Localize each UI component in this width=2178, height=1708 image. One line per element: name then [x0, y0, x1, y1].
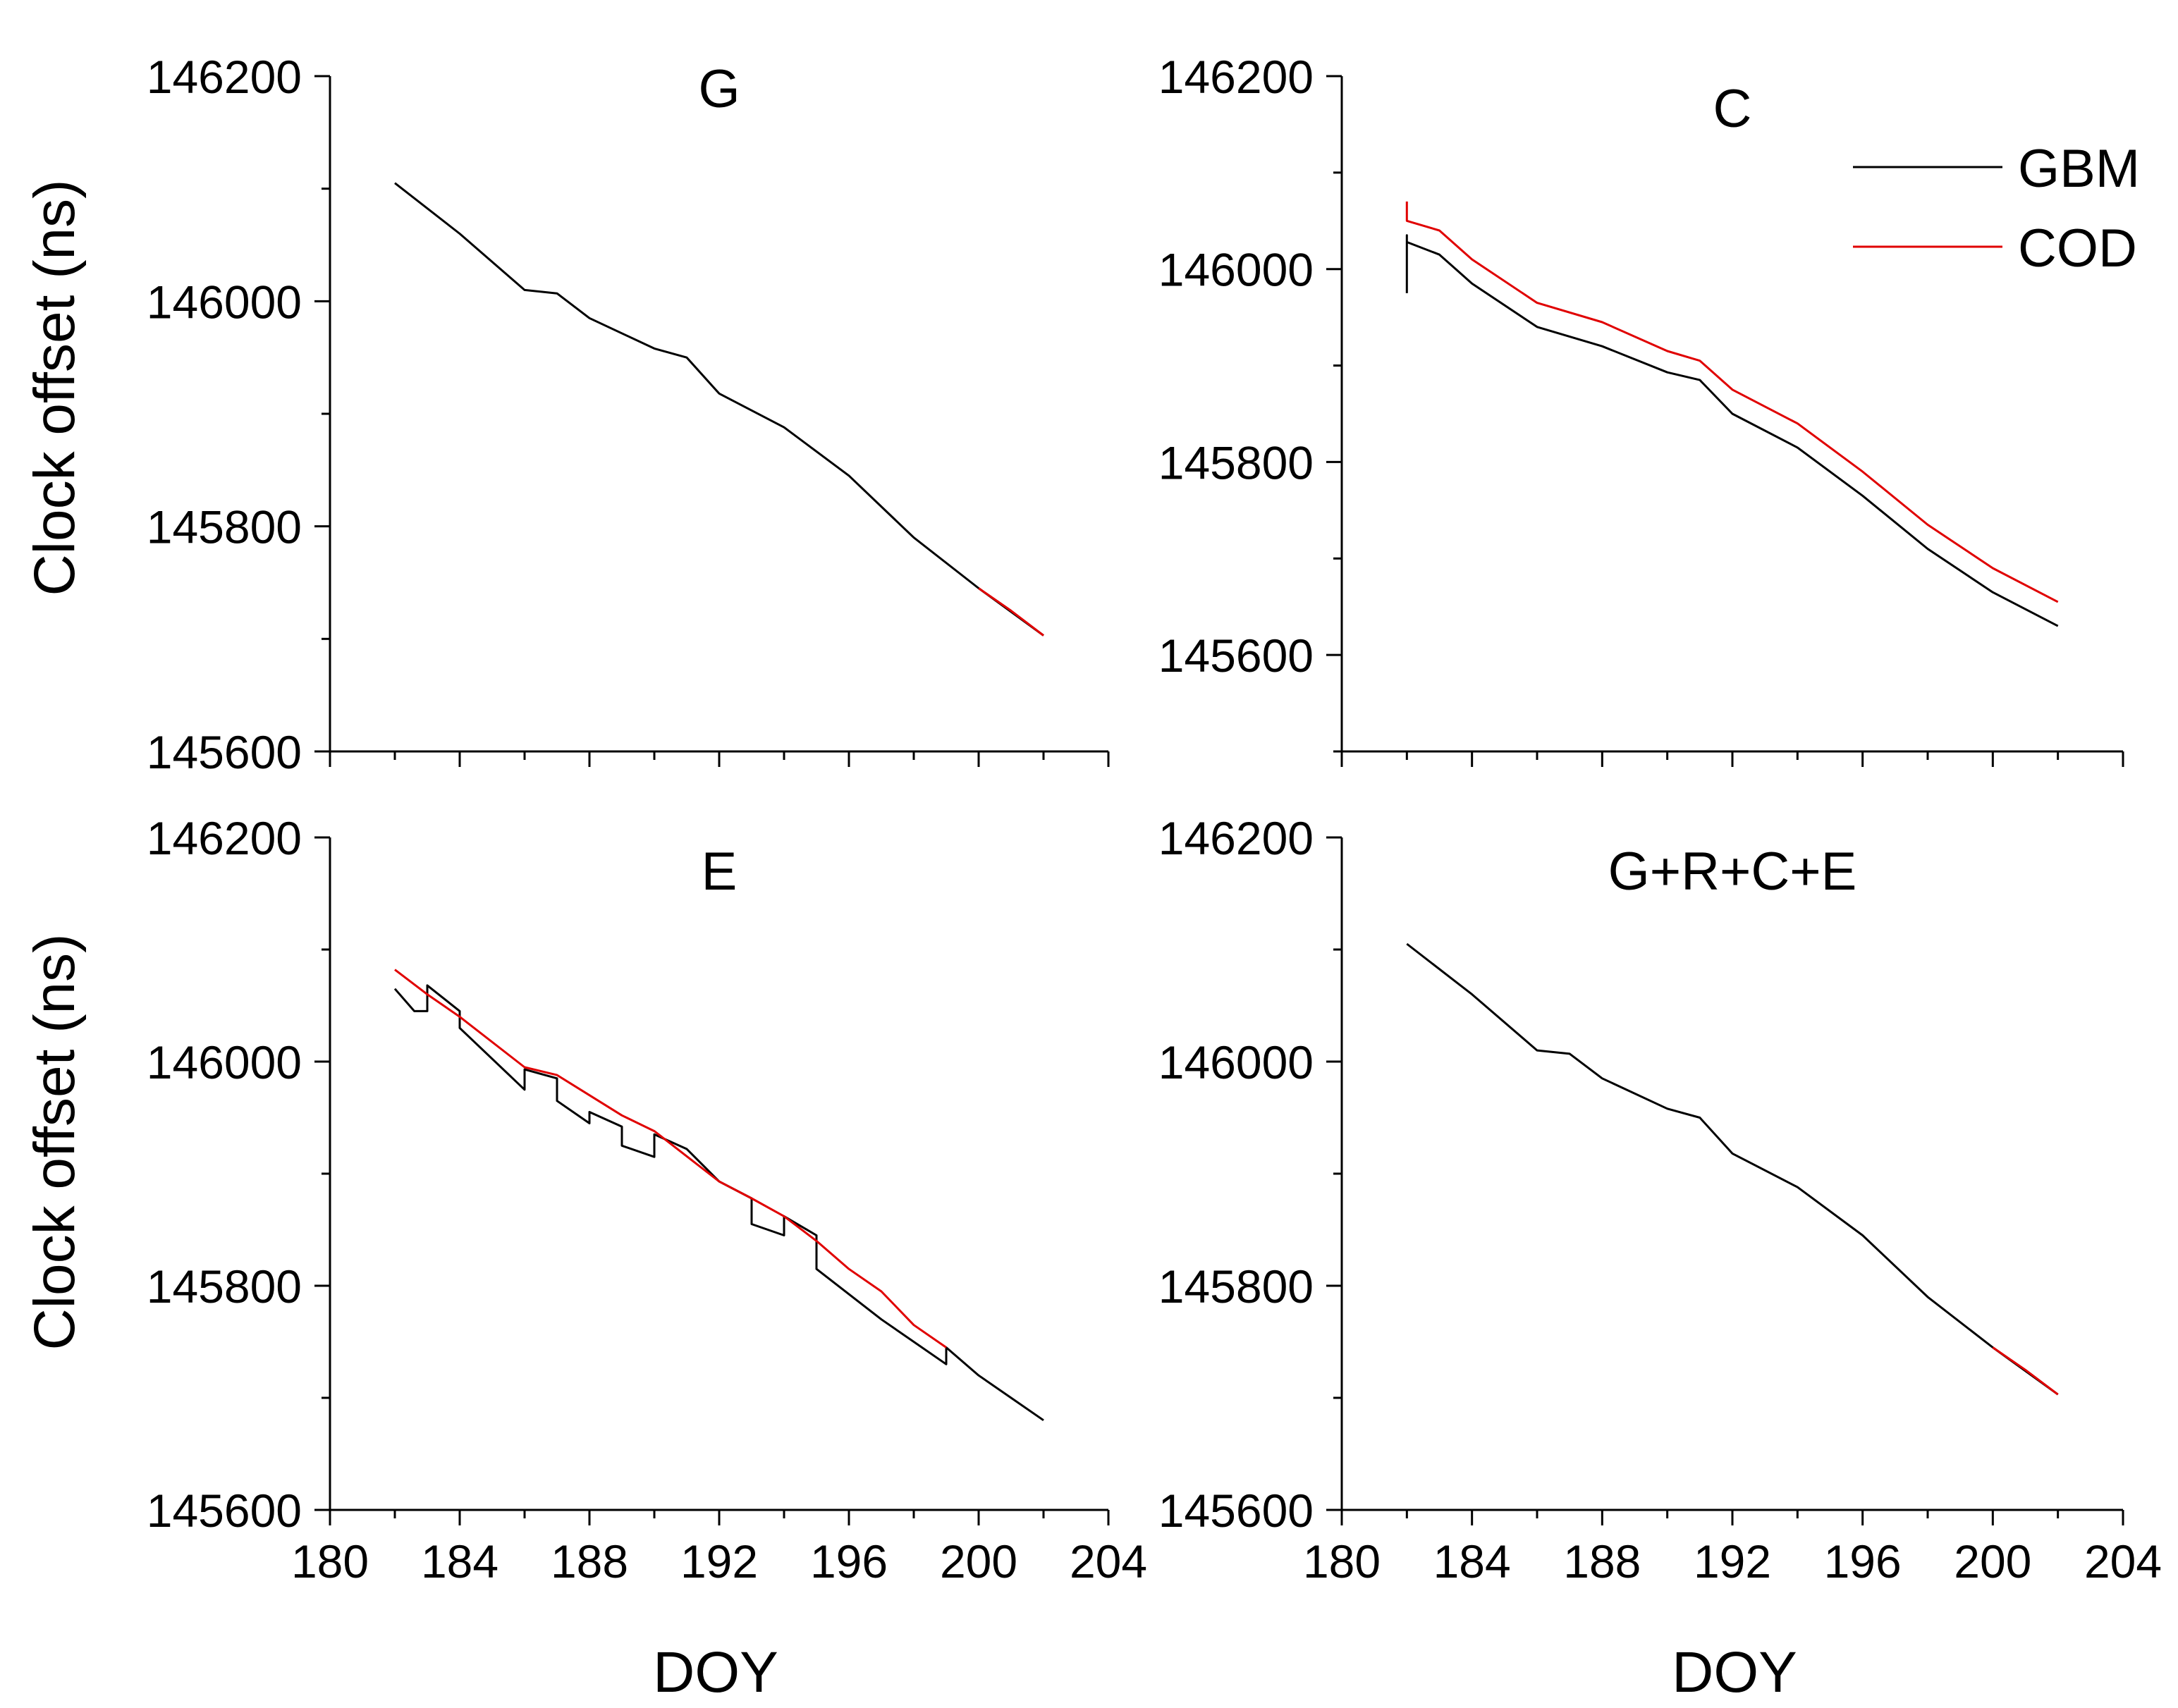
panel-g-r-c-e-series-gbm [1406, 942, 2059, 1396]
panel-g-ytick-label: 146200 [147, 51, 302, 103]
panel-e-ytick-label: 146000 [147, 1036, 302, 1088]
panel-g-r-c-e: 145600 145800 146000 146200 180 184 188 192 196 2… [1158, 812, 2162, 1587]
panel-g-r-c-e-ytick-label: 145800 [1158, 1260, 1314, 1313]
panel-c-title: C [1713, 79, 1752, 139]
xlabel-right: DOY [1672, 1640, 1797, 1704]
panel-g-r-c-e-series-cod [1992, 1346, 2059, 1396]
panel-g-series-cod [978, 587, 1044, 637]
panel-e-xtick-label: 204 [1070, 1535, 1147, 1587]
xlabel-left: DOY [653, 1640, 778, 1704]
panel-c-series-cod [1405, 201, 2059, 603]
panel-e-ytick-label: 146200 [147, 812, 302, 864]
panel-e-ytick-label: 145600 [147, 1485, 302, 1537]
panel-c-ytick-label: 145600 [1158, 629, 1314, 682]
panel-g-ytick-label: 145800 [147, 501, 302, 553]
panel-g-r-c-e-ytick-label: 146000 [1158, 1036, 1314, 1088]
panel-c: 145600 145800 146000 146200 C [1158, 51, 2124, 767]
panel-g-r-c-e-ytick-label: 146200 [1158, 812, 1314, 864]
legend-label-cod: COD [2018, 219, 2137, 278]
panel-e-series-cod [394, 969, 947, 1348]
panel-g-r-c-e-xtick-label: 200 [1954, 1535, 2031, 1587]
panel-g-r-c-e-xtick-label: 180 [1303, 1535, 1381, 1587]
panel-e: 145600 145800 146000 146200 180 184 188 192 196 2… [147, 812, 1147, 1587]
panel-g-ytick-label: 146000 [147, 276, 302, 328]
panel-e-xtick-label: 184 [421, 1535, 498, 1587]
panel-g-title: G [698, 59, 740, 119]
panel-e-series-gbm [393, 984, 1044, 1422]
panel-g-r-c-e-xtick-label: 192 [1694, 1535, 1771, 1587]
ylabel-top: Clock offset (ns) [23, 180, 87, 596]
panel-e-xtick-label: 188 [551, 1535, 628, 1587]
panel-c-series-gbm [1405, 234, 2059, 627]
panel-e-xtick-label: 180 [291, 1535, 369, 1587]
panel-g-r-c-e-ytick-label: 145600 [1158, 1485, 1314, 1537]
panel-g-r-c-e-xtick-label: 196 [1824, 1535, 1902, 1587]
panel-g-series-gbm [394, 182, 1044, 637]
panel-e-xtick-label: 196 [810, 1535, 888, 1587]
panel-e-title: E [702, 842, 738, 902]
legend-label-gbm: GBM [2018, 139, 2140, 199]
ylabel-bottom: Clock offset (ns) [23, 934, 87, 1351]
panel-e-ytick-label: 145800 [147, 1260, 302, 1313]
panel-c-ytick-label: 145800 [1158, 436, 1314, 489]
panel-g-r-c-e-xtick-label: 188 [1563, 1535, 1641, 1587]
panel-g-ytick-label: 145600 [147, 726, 302, 778]
panel-g-r-c-e-xtick-label: 184 [1433, 1535, 1511, 1587]
panel-e-xtick-label: 192 [680, 1535, 758, 1587]
panel-g-r-c-e-title: G+R+C+E [1608, 842, 1857, 902]
legend: GBM COD [1853, 139, 2140, 278]
panel-g: 145600 145800 146000 146200 G [147, 51, 1110, 778]
panels: 145600 145800 146000 146200 G 145600 145800 146… [147, 51, 2162, 1587]
panel-e-xtick-label: 200 [940, 1535, 1017, 1587]
panel-c-ytick-label: 146000 [1158, 244, 1314, 296]
panel-c-ytick-label: 146200 [1158, 51, 1314, 103]
panel-g-r-c-e-xtick-label: 204 [2084, 1535, 2162, 1587]
